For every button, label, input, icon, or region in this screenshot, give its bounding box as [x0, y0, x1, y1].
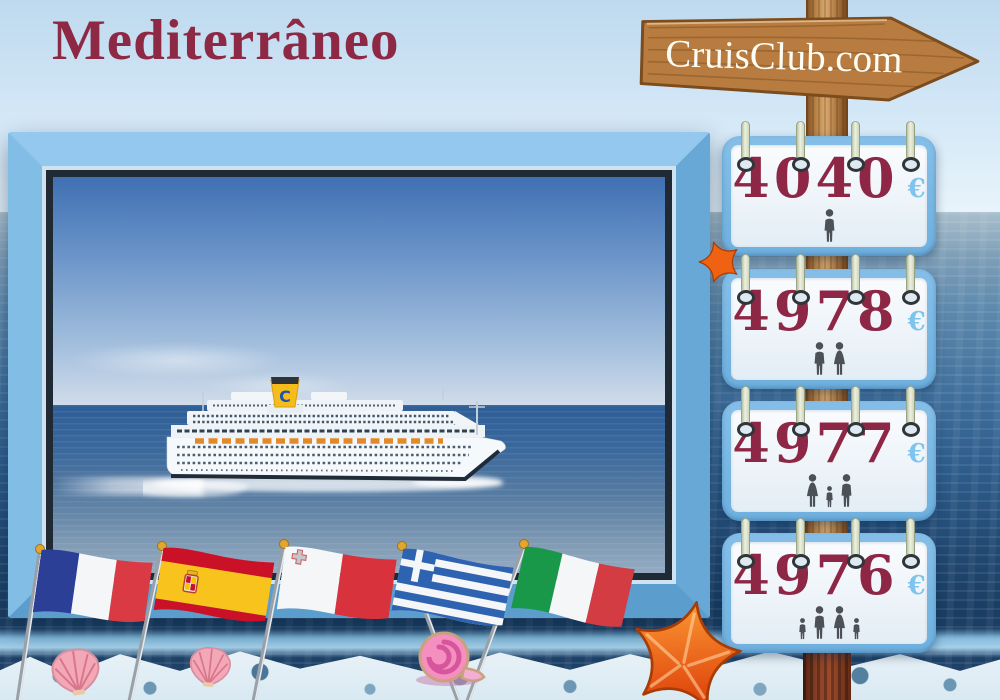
country-flags: [15, 539, 635, 700]
frame-liner: C: [46, 170, 672, 580]
hanger-loop: [741, 121, 750, 161]
scallop-shell: [51, 648, 100, 696]
sign-face: 4040 €: [731, 145, 927, 247]
scallop-shell: [189, 646, 231, 687]
george-cross: [291, 549, 308, 565]
adult-man-icon: [821, 209, 838, 243]
price-value: 4978: [732, 279, 899, 343]
price-sign-2-adults-2-children[interactable]: 4976 €: [722, 518, 936, 653]
sign-face: 4976 €: [731, 542, 927, 644]
flag-malta: [276, 543, 397, 625]
sign-face: 4978 €: [731, 278, 927, 380]
adult-man-icon: [811, 606, 828, 640]
adult-man-icon: [811, 342, 828, 376]
snail-shell: [416, 631, 486, 686]
hanger-hole: [902, 554, 920, 569]
flag-france: [32, 546, 153, 628]
hanger-hole: [737, 157, 755, 172]
page-title: Mediterrâneo: [52, 9, 400, 72]
occupancy-icons-2-adults-1-child: [804, 470, 855, 508]
hanger-loop: [906, 518, 915, 558]
cruise-ship: C: [143, 377, 506, 497]
hanger-hole: [792, 157, 810, 172]
wooden-post-base: [803, 644, 851, 700]
price-sign-1-adult[interactable]: 4040 €: [722, 121, 936, 256]
euro-symbol: €: [907, 174, 926, 204]
signpost-label[interactable]: CruisClub.com: [665, 32, 903, 81]
flag-spain: [153, 544, 275, 628]
hanger-hole: [902, 157, 920, 172]
euro-symbol: €: [907, 571, 926, 601]
wood-grain: [647, 23, 965, 88]
hanger-hole: [737, 290, 755, 305]
ship-funnel: C: [267, 377, 303, 413]
adult-woman-icon: [831, 606, 848, 640]
adult-woman-icon: [831, 342, 848, 376]
cruise-photo: C: [53, 177, 665, 573]
photo-sky: [53, 177, 665, 405]
hanger-hole: [847, 290, 865, 305]
hanger-hole: [902, 422, 920, 437]
price-sign-2-adults-1-child[interactable]: 4977 €: [722, 386, 936, 521]
cruisclub-signpost[interactable]: CruisClub.com: [633, 0, 990, 113]
child-icon: [797, 618, 808, 640]
arrow-board: [639, 16, 980, 102]
hanger-loop: [796, 386, 805, 426]
price-value: 4976: [732, 543, 899, 607]
hanger-hole: [737, 422, 755, 437]
hanger-hole: [847, 554, 865, 569]
hanger-loop: [906, 386, 915, 426]
hanger-hole: [792, 422, 810, 437]
cloud: [68, 342, 288, 378]
hanger-loop: [796, 121, 805, 161]
hanger-hole: [737, 554, 755, 569]
hanger-loop: [796, 254, 805, 294]
wood-highlight: [646, 18, 887, 25]
adult-woman-icon: [804, 474, 821, 508]
hanger-loop: [741, 518, 750, 558]
funnel-letter: C: [279, 387, 291, 406]
flag-greece: [391, 545, 514, 633]
occupancy-icons-2-adults-2-children: [797, 602, 862, 640]
flag-italy: [510, 543, 635, 634]
hanger-hole: [792, 554, 810, 569]
hanger-loop: [851, 518, 860, 558]
hanger-loop: [851, 121, 860, 161]
euro-symbol: €: [907, 307, 926, 337]
price-value: 4040: [732, 146, 899, 210]
hanger-hole: [902, 290, 920, 305]
hanger-hole: [847, 157, 865, 172]
price-sign-2-adults[interactable]: 4978 €: [722, 254, 936, 389]
starfish-small-icon: [698, 241, 738, 283]
price-value: 4977: [732, 411, 899, 475]
hanger-loop: [796, 518, 805, 558]
occupancy-icons-2-adults: [811, 338, 848, 376]
adult-man-icon: [838, 474, 855, 508]
hanger-loop: [906, 254, 915, 294]
occupancy-icons-1-adult: [821, 205, 838, 243]
hanger-loop: [741, 386, 750, 426]
hanger-hole: [792, 290, 810, 305]
child-icon: [824, 486, 835, 508]
hanger-loop: [851, 254, 860, 294]
hanger-loop: [906, 121, 915, 161]
hanger-hole: [847, 422, 865, 437]
hanger-loop: [851, 386, 860, 426]
child-icon: [851, 618, 862, 640]
ship-hull-and-decks: [166, 384, 506, 482]
sign-face: 4977 €: [731, 410, 927, 512]
starfish-large-icon: [635, 601, 742, 700]
frame-matte: C: [42, 166, 676, 584]
euro-symbol: €: [907, 439, 926, 469]
spain-coat-of-arms: [182, 569, 199, 594]
